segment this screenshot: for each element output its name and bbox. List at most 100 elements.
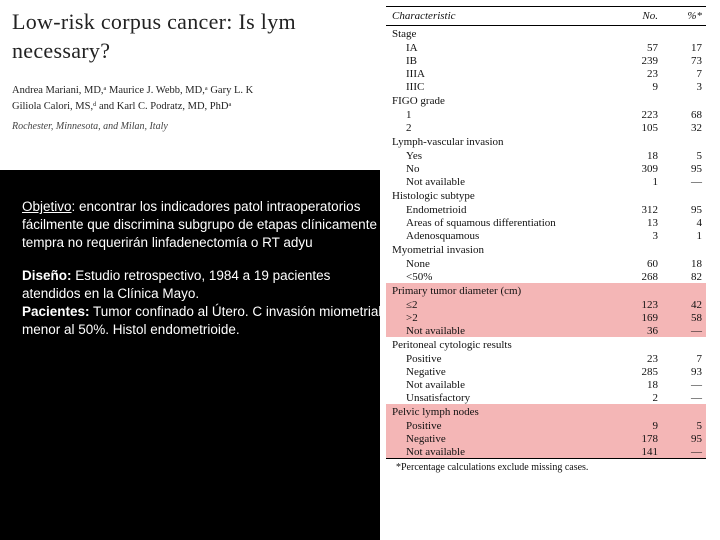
table-row: Not available141— xyxy=(386,445,706,458)
cell-no: 312 xyxy=(610,204,658,216)
title-line-2: necessary? xyxy=(12,38,110,63)
cell-no: 9 xyxy=(610,420,658,432)
table-group-label: Stage xyxy=(386,26,706,41)
cell-no: 169 xyxy=(610,312,658,324)
cell-pct: 68 xyxy=(658,109,706,121)
table-row: Endometrioid31295 xyxy=(386,203,706,216)
table-row: Negative28593 xyxy=(386,365,706,378)
characteristics-table: Characteristic No. %* StageIA5717IB23973… xyxy=(380,0,720,540)
cell-label: IIIC xyxy=(386,81,610,93)
cell-pct: 5 xyxy=(658,420,706,432)
table-row: Negative17895 xyxy=(386,432,706,445)
cell-label: Areas of squamous differentiation xyxy=(386,217,610,229)
cell-pct: — xyxy=(658,176,706,188)
cell-label: Unsatisfactory xyxy=(386,392,610,404)
cell-pct: 82 xyxy=(658,271,706,283)
cell-label: Not available xyxy=(386,325,610,337)
cell-label: IB xyxy=(386,55,610,67)
table-footnote: *Percentage calculations exclude missing… xyxy=(386,458,706,473)
cell-pct: — xyxy=(658,392,706,404)
table-row: IIIA237 xyxy=(386,67,706,80)
cell-pct: — xyxy=(658,325,706,337)
cell-no: 123 xyxy=(610,299,658,311)
table-row: ≤212342 xyxy=(386,298,706,311)
table-row: IB23973 xyxy=(386,54,706,67)
cell-no: 268 xyxy=(610,271,658,283)
cell-no: 18 xyxy=(610,150,658,162)
cell-label: No xyxy=(386,163,610,175)
authors-line-1: Andrea Mariani, MD,ᵃ Maurice J. Webb, MD… xyxy=(12,83,368,99)
objetivo-paragraph: Objetivo: encontrar los indicadores pato… xyxy=(22,198,383,253)
cell-label: ≤2 xyxy=(386,299,610,311)
th-characteristic: Characteristic xyxy=(386,10,610,22)
authors-line-2: Giliola Calori, MS,ᵈ and Karl C. Podratz… xyxy=(12,99,368,115)
cell-no: 23 xyxy=(610,353,658,365)
cell-no: 1 xyxy=(610,176,658,188)
cell-label: None xyxy=(386,258,610,270)
table-row: Not available36— xyxy=(386,324,706,337)
affiliation: Rochester, Minnesota, and Milan, Italy xyxy=(12,121,368,132)
cell-pct: — xyxy=(658,379,706,391)
cell-pct: 32 xyxy=(658,122,706,134)
cell-label: Yes xyxy=(386,150,610,162)
cell-label: >2 xyxy=(386,312,610,324)
cell-pct: 7 xyxy=(658,353,706,365)
table-row: Unsatisfactory2— xyxy=(386,391,706,404)
summary-overlay: Objetivo: encontrar los indicadores pato… xyxy=(0,170,405,540)
table-row: Adenosquamous31 xyxy=(386,229,706,242)
cell-no: 141 xyxy=(610,446,658,458)
pacientes-label: Pacientes: xyxy=(22,304,90,319)
th-pct: %* xyxy=(658,10,706,22)
cell-pct: 1 xyxy=(658,230,706,242)
table-group-label: Pelvic lymph nodes xyxy=(386,404,706,419)
table-row: IIIC93 xyxy=(386,80,706,93)
table-row: 122368 xyxy=(386,108,706,121)
cell-no: 36 xyxy=(610,325,658,337)
cell-no: 105 xyxy=(610,122,658,134)
cell-label: Not available xyxy=(386,446,610,458)
title-line-1: Low-risk corpus cancer: Is lym xyxy=(12,9,296,34)
th-no: No. xyxy=(610,10,658,22)
table-header-row: Characteristic No. %* xyxy=(386,6,706,26)
table-group-label: Histologic subtype xyxy=(386,188,706,203)
cell-label: 2 xyxy=(386,122,610,134)
cell-pct: 42 xyxy=(658,299,706,311)
cell-no: 3 xyxy=(610,230,658,242)
cell-no: 18 xyxy=(610,379,658,391)
cell-label: <50% xyxy=(386,271,610,283)
cell-pct: 95 xyxy=(658,163,706,175)
cell-pct: 18 xyxy=(658,258,706,270)
table-group-label: Lymph-vascular invasion xyxy=(386,134,706,149)
objetivo-label: Objetivo xyxy=(22,199,72,214)
cell-label: Negative xyxy=(386,433,610,445)
table-row: 210532 xyxy=(386,121,706,134)
cell-no: 2 xyxy=(610,392,658,404)
table-row: IA5717 xyxy=(386,41,706,54)
table-row: <50%26882 xyxy=(386,270,706,283)
cell-label: 1 xyxy=(386,109,610,121)
cell-no: 23 xyxy=(610,68,658,80)
cell-label: Positive xyxy=(386,420,610,432)
cell-pct: 95 xyxy=(658,204,706,216)
table-row: >216958 xyxy=(386,311,706,324)
cell-label: IIIA xyxy=(386,68,610,80)
table-row: Yes185 xyxy=(386,149,706,162)
table-row: None6018 xyxy=(386,257,706,270)
cell-label: Not available xyxy=(386,379,610,391)
diseno-label: Diseño: xyxy=(22,268,72,283)
cell-label: Adenosquamous xyxy=(386,230,610,242)
cell-no: 285 xyxy=(610,366,658,378)
cell-pct: 73 xyxy=(658,55,706,67)
cell-no: 309 xyxy=(610,163,658,175)
table-group-label: Primary tumor diameter (cm) xyxy=(386,283,706,298)
cell-no: 13 xyxy=(610,217,658,229)
cell-no: 60 xyxy=(610,258,658,270)
paper-title: Low-risk corpus cancer: Is lym necessary… xyxy=(12,8,368,65)
cell-label: IA xyxy=(386,42,610,54)
cell-no: 223 xyxy=(610,109,658,121)
cell-pct: — xyxy=(658,446,706,458)
cell-pct: 5 xyxy=(658,150,706,162)
cell-pct: 95 xyxy=(658,433,706,445)
cell-pct: 93 xyxy=(658,366,706,378)
cell-no: 178 xyxy=(610,433,658,445)
